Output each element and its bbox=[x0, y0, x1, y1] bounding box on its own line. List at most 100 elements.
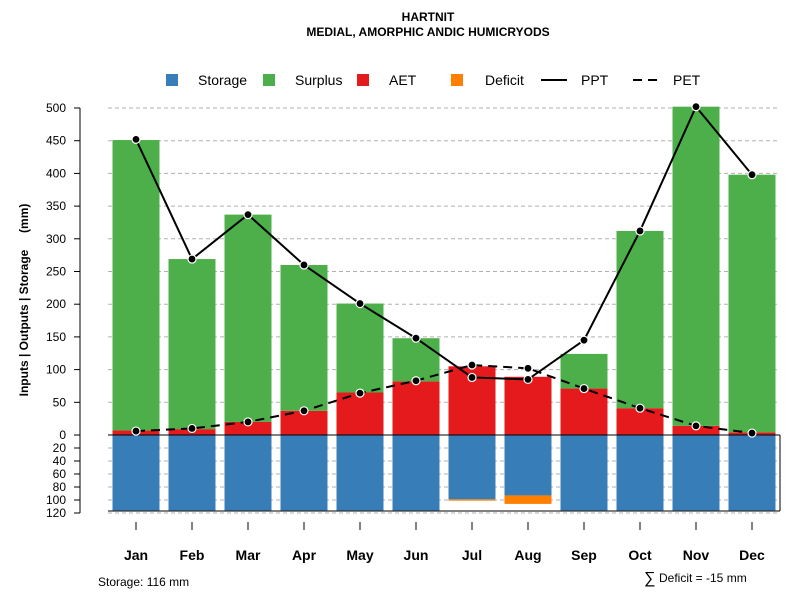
storage-tick-label: 60 bbox=[53, 467, 67, 481]
storage-bar bbox=[112, 435, 160, 511]
storage-tick-label: 40 bbox=[53, 454, 67, 468]
surplus-bar bbox=[168, 259, 216, 430]
chart-legend: Storage Surplus AET Deficit PPT PET bbox=[166, 72, 701, 88]
y-tick-label: 100 bbox=[46, 363, 66, 377]
aet-bar bbox=[392, 381, 440, 435]
y-tick-label: 200 bbox=[46, 297, 66, 311]
ppt-point bbox=[691, 102, 701, 112]
legend-label-deficit: Deficit bbox=[485, 72, 524, 88]
y-axis-label: Inputs | Outputs | Storage (mm) bbox=[17, 204, 31, 397]
surplus-bar bbox=[392, 338, 440, 382]
storage-note: Storage: 116 mm bbox=[98, 575, 189, 589]
y-tick-label: 250 bbox=[46, 265, 66, 279]
gridlines bbox=[108, 107, 780, 514]
y-tick-label: 500 bbox=[46, 101, 66, 115]
surplus-bar bbox=[280, 264, 328, 411]
y-tick-label: 150 bbox=[46, 330, 66, 344]
legend-label-surplus: Surplus bbox=[295, 72, 342, 88]
line-series bbox=[131, 102, 757, 438]
y-tick-label: 450 bbox=[46, 134, 66, 148]
storage-bar bbox=[728, 435, 776, 511]
pet-point bbox=[355, 388, 365, 398]
pet-line bbox=[135, 364, 753, 435]
bar-series bbox=[108, 106, 781, 512]
pet-point bbox=[691, 421, 701, 431]
storage-bar bbox=[616, 435, 664, 511]
x-tick-label: Jul bbox=[462, 547, 482, 563]
chart-subtitle: MEDIAL, AMORPHIC ANDIC HUMICRYODS bbox=[306, 25, 549, 39]
ppt-point bbox=[355, 298, 365, 309]
ppt-point bbox=[635, 226, 645, 236]
deficit-bar bbox=[448, 499, 496, 501]
surplus-bar bbox=[224, 214, 272, 422]
surplus-bar bbox=[336, 303, 384, 393]
deficit-bar bbox=[504, 495, 552, 504]
storage-bar bbox=[448, 435, 496, 500]
x-tick-label: Nov bbox=[683, 547, 710, 563]
x-tick-label: Jun bbox=[404, 547, 429, 563]
surplus-bar bbox=[112, 140, 160, 431]
storage-tick-label: 100 bbox=[46, 493, 66, 507]
pet-point bbox=[131, 426, 141, 436]
ppt-point bbox=[131, 134, 141, 144]
storage-tick-label: 80 bbox=[53, 480, 67, 494]
legend-label-aet: AET bbox=[389, 72, 417, 88]
pet-point bbox=[523, 363, 533, 373]
storage-bar bbox=[672, 435, 720, 511]
x-tick-label: Oct bbox=[628, 547, 652, 563]
ppt-point bbox=[747, 170, 757, 180]
storage-bar bbox=[224, 435, 272, 511]
ppt-point bbox=[523, 374, 533, 385]
ppt-point bbox=[243, 210, 253, 220]
legend-swatch-aet bbox=[357, 74, 369, 86]
storage-bar bbox=[168, 435, 216, 511]
legend-swatch-surplus bbox=[263, 74, 275, 86]
x-tick-label: May bbox=[346, 547, 373, 563]
ppt-line bbox=[135, 104, 753, 381]
y-tick-label: 0 bbox=[59, 428, 66, 442]
y-tick-label: 300 bbox=[46, 232, 66, 246]
pet-point bbox=[243, 417, 253, 427]
surplus-bar bbox=[616, 230, 664, 409]
aet-bar bbox=[560, 388, 608, 435]
x-tick-label: Mar bbox=[236, 547, 261, 563]
x-tick-label: Aug bbox=[514, 547, 541, 563]
x-axis: Jan Feb Mar Apr May Jun Jul Aug Sep Oct Nov Dec bbox=[124, 522, 765, 563]
legend-label-pet: PET bbox=[673, 72, 701, 88]
y-tick-label: 400 bbox=[46, 166, 66, 180]
surplus-bar bbox=[728, 174, 776, 433]
ppt-point bbox=[411, 333, 421, 343]
y-tick-label: 50 bbox=[53, 395, 67, 409]
surplus-bar bbox=[672, 106, 720, 426]
ppt-point bbox=[299, 260, 309, 270]
y-tick-label: 350 bbox=[46, 199, 66, 213]
deficit-note: Deficit = -15 mm bbox=[659, 571, 747, 585]
x-tick-label: Dec bbox=[739, 547, 765, 563]
pet-point bbox=[411, 376, 421, 386]
storage-bar bbox=[504, 435, 552, 496]
pet-point bbox=[187, 423, 197, 434]
legend-swatch-storage bbox=[166, 74, 178, 86]
pet-point bbox=[467, 360, 477, 370]
chart-title: HARTNIT bbox=[402, 10, 455, 24]
pet-point bbox=[747, 428, 757, 438]
x-tick-label: Feb bbox=[180, 547, 205, 563]
storage-bar bbox=[560, 435, 608, 511]
storage-tick-label: 120 bbox=[46, 506, 66, 520]
x-tick-label: Sep bbox=[571, 547, 597, 563]
x-tick-label: Apr bbox=[292, 547, 317, 563]
storage-tick-label: 20 bbox=[53, 441, 67, 455]
legend-swatch-deficit bbox=[451, 74, 463, 86]
x-tick-label: Jan bbox=[124, 547, 148, 563]
y-axis: 0501001502002503003504004505002040608010… bbox=[46, 101, 81, 520]
pet-point bbox=[299, 406, 309, 416]
ppt-point bbox=[187, 254, 197, 264]
legend-label-ppt: PPT bbox=[581, 72, 609, 88]
pet-point bbox=[579, 383, 589, 394]
ppt-point bbox=[467, 372, 477, 383]
aet-bar bbox=[224, 421, 272, 435]
deficit-sum-symbol: ∑ bbox=[644, 570, 655, 587]
storage-bar bbox=[336, 435, 384, 511]
aet-bar bbox=[336, 392, 384, 435]
aet-bar bbox=[504, 376, 552, 435]
